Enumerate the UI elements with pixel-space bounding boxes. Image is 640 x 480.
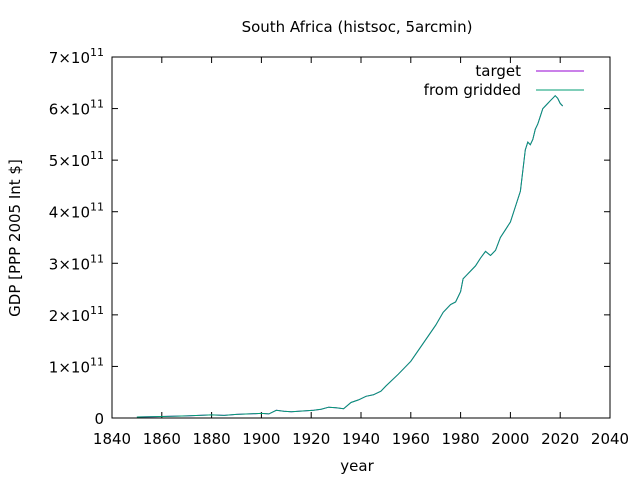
legend-label: from gridded bbox=[424, 81, 521, 99]
y-tick-label: 2×1011 bbox=[49, 304, 104, 325]
plot-frame bbox=[111, 56, 611, 419]
x-tick-label: 1920 bbox=[292, 430, 330, 448]
x-tick-label: 2040 bbox=[591, 430, 629, 448]
x-axis-ticks: 1840 1860 1880 1900 1920 1940 1960 1980 2000 2020… bbox=[93, 57, 629, 448]
x-tick-label: 1940 bbox=[342, 430, 380, 448]
legend-label: target bbox=[475, 62, 521, 80]
y-tick-label: 7×1011 bbox=[49, 46, 104, 67]
x-tick-label: 2000 bbox=[491, 430, 529, 448]
y-tick-label: 1×1011 bbox=[49, 355, 104, 376]
series-line-target bbox=[136, 94, 564, 418]
y-tick-label: 6×1011 bbox=[49, 98, 104, 119]
y-axis-label: GDP [PPP 2005 Int $] bbox=[6, 159, 24, 317]
y-tick-label: 0 bbox=[94, 410, 104, 428]
x-tick-label: 1860 bbox=[143, 430, 181, 448]
y-tick-label: 3×1011 bbox=[49, 252, 104, 273]
y-axis-ticks: 0 1×1011 2×1011 3×1011 4×1011 5×1011 6×1011 7×1… bbox=[49, 46, 610, 428]
chart-title: South Africa (histsoc, 5arcmin) bbox=[242, 18, 473, 36]
x-tick-label: 1880 bbox=[193, 430, 231, 448]
y-tick-label: 4×1011 bbox=[49, 201, 104, 222]
x-tick-label: 1900 bbox=[242, 430, 280, 448]
x-tick-label: 2020 bbox=[541, 430, 579, 448]
x-tick-label: 1840 bbox=[93, 430, 131, 448]
x-tick-label: 1960 bbox=[392, 430, 430, 448]
series-layer bbox=[136, 94, 564, 418]
y-tick-label: 5×1011 bbox=[49, 149, 104, 170]
series-line-from-gridded bbox=[136, 94, 564, 418]
x-tick-label: 1980 bbox=[442, 430, 480, 448]
x-axis-label: year bbox=[340, 457, 374, 475]
